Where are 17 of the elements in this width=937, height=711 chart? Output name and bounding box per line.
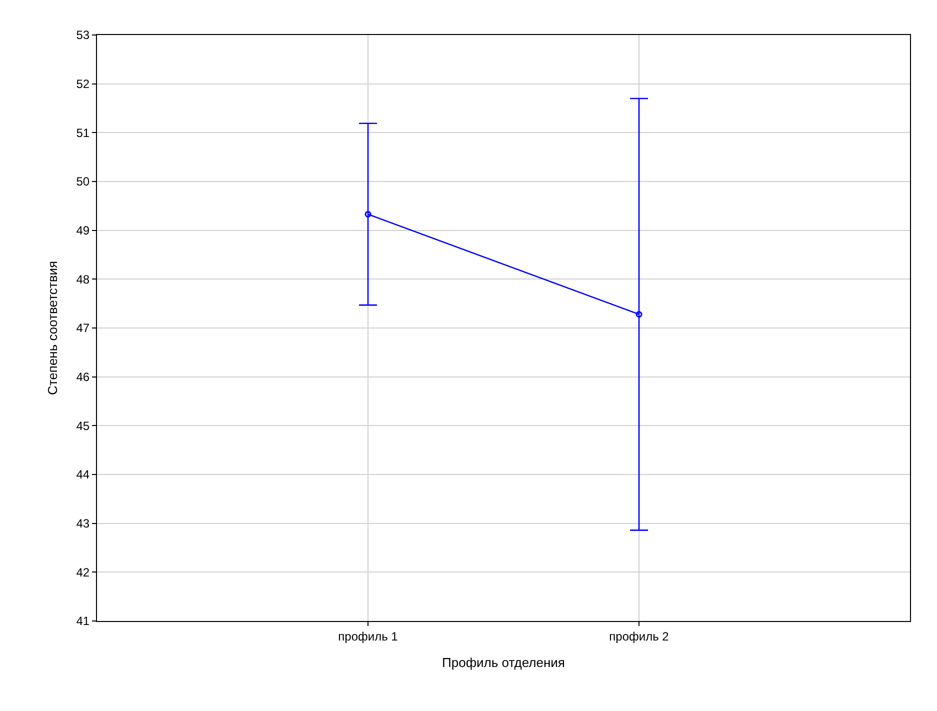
y-tick-label: 43 bbox=[76, 516, 90, 531]
y-tick-label: 42 bbox=[76, 565, 90, 580]
x-axis-title: Профиль отделения bbox=[442, 655, 565, 670]
y-tick-label: 52 bbox=[76, 77, 90, 92]
y-tick-label: 53 bbox=[76, 28, 90, 42]
y-tick-label: 45 bbox=[76, 418, 90, 433]
x-tick-label: профиль 2 bbox=[609, 629, 670, 644]
y-tick-label: 48 bbox=[76, 272, 90, 286]
y-tick-label: 41 bbox=[76, 614, 90, 628]
y-tick-label: 51 bbox=[76, 126, 90, 140]
x-tick-label: профиль 1 bbox=[338, 629, 398, 644]
y-tick-label: 49 bbox=[76, 224, 90, 238]
y-tick-label: 47 bbox=[76, 321, 90, 336]
y-tick-label: 46 bbox=[76, 370, 90, 384]
y-axis-title: Степень соответствия bbox=[45, 260, 60, 396]
y-tick-label: 50 bbox=[76, 174, 90, 189]
y-tick-label: 44 bbox=[76, 468, 90, 482]
